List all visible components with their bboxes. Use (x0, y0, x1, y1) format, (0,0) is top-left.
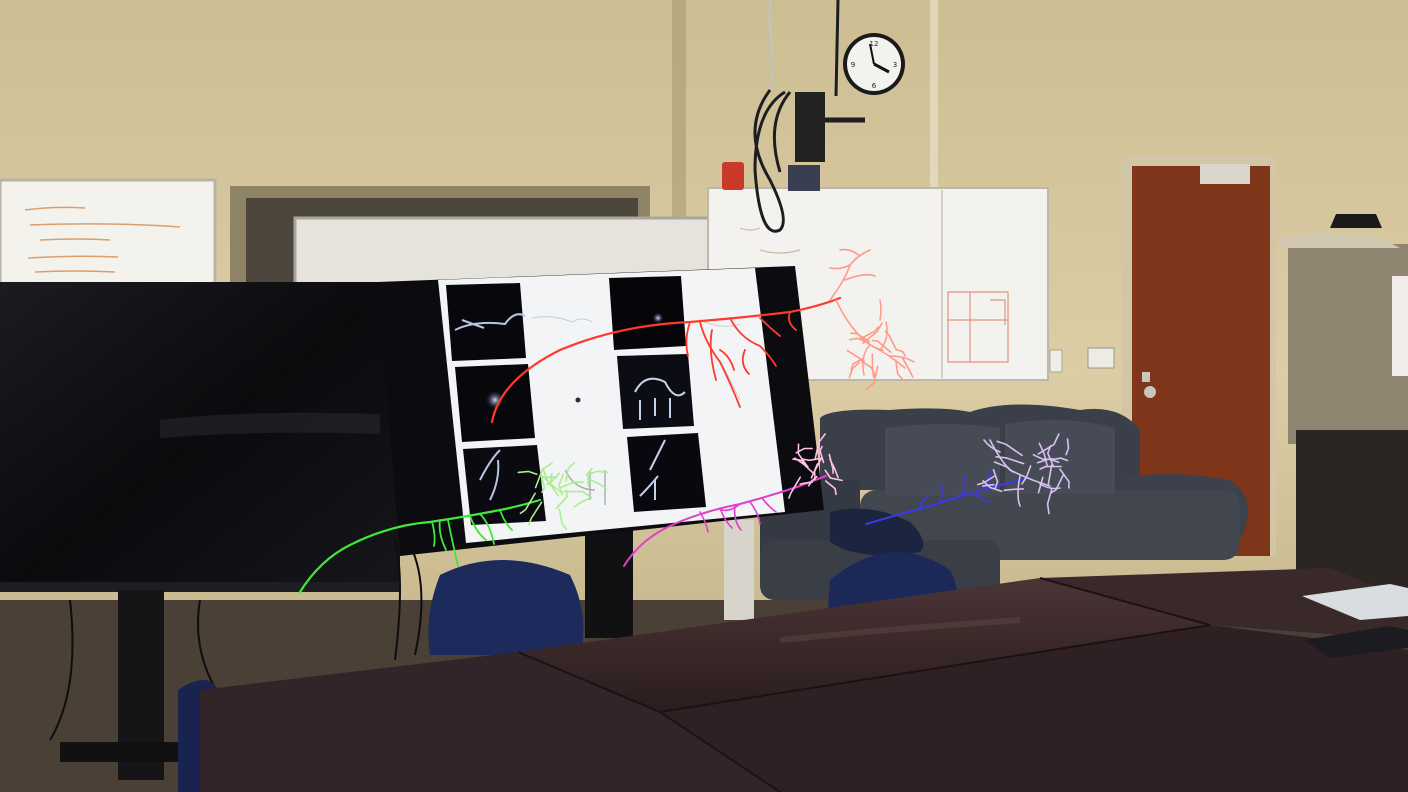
cell-image-3 (463, 445, 546, 525)
laptop (1302, 584, 1408, 620)
clock-numeral-12: 12 (870, 40, 879, 48)
clock-numeral-3: 3 (893, 61, 897, 69)
blue-neuron-axon (865, 477, 1031, 525)
blue-neuron-branches (919, 469, 993, 509)
magenta-neuron-branches (699, 497, 777, 533)
green-neuron-branches (431, 509, 513, 567)
green-neuron-axon (298, 498, 542, 594)
neuron-overlays (298, 248, 1070, 594)
wall-clock: 12 3 6 9 (843, 33, 905, 95)
keyboard (1304, 626, 1408, 658)
left-whiteboard (0, 178, 217, 294)
salmon-neuron-tuft (846, 322, 914, 391)
pink-neuron-tuft (788, 433, 843, 499)
thermostat (1049, 349, 1063, 373)
cell-image-5 (617, 354, 694, 429)
left-tv (0, 282, 400, 780)
lavender-neuron-tuft (977, 433, 1070, 515)
display-stand (394, 520, 754, 661)
cell-image-6 (627, 433, 706, 512)
clock-numeral-6: 6 (872, 82, 877, 90)
ceiling-camera (753, 0, 865, 233)
red-neuron-branches (685, 311, 797, 408)
center-monitor (378, 266, 824, 556)
light-green-neuron-tuft (517, 462, 609, 530)
light-switch (1087, 347, 1115, 369)
chair-left-back (428, 560, 584, 655)
cell-image-4 (609, 276, 686, 350)
fire-alarm (722, 162, 744, 190)
conference-table (200, 568, 1408, 792)
salmon-neuron-top (829, 248, 876, 301)
clock-numeral-9: 9 (851, 61, 855, 69)
red-neuron-axon (490, 296, 842, 424)
wall-window (230, 186, 737, 290)
cubicle-partition (1280, 214, 1408, 590)
jacket (830, 508, 924, 556)
